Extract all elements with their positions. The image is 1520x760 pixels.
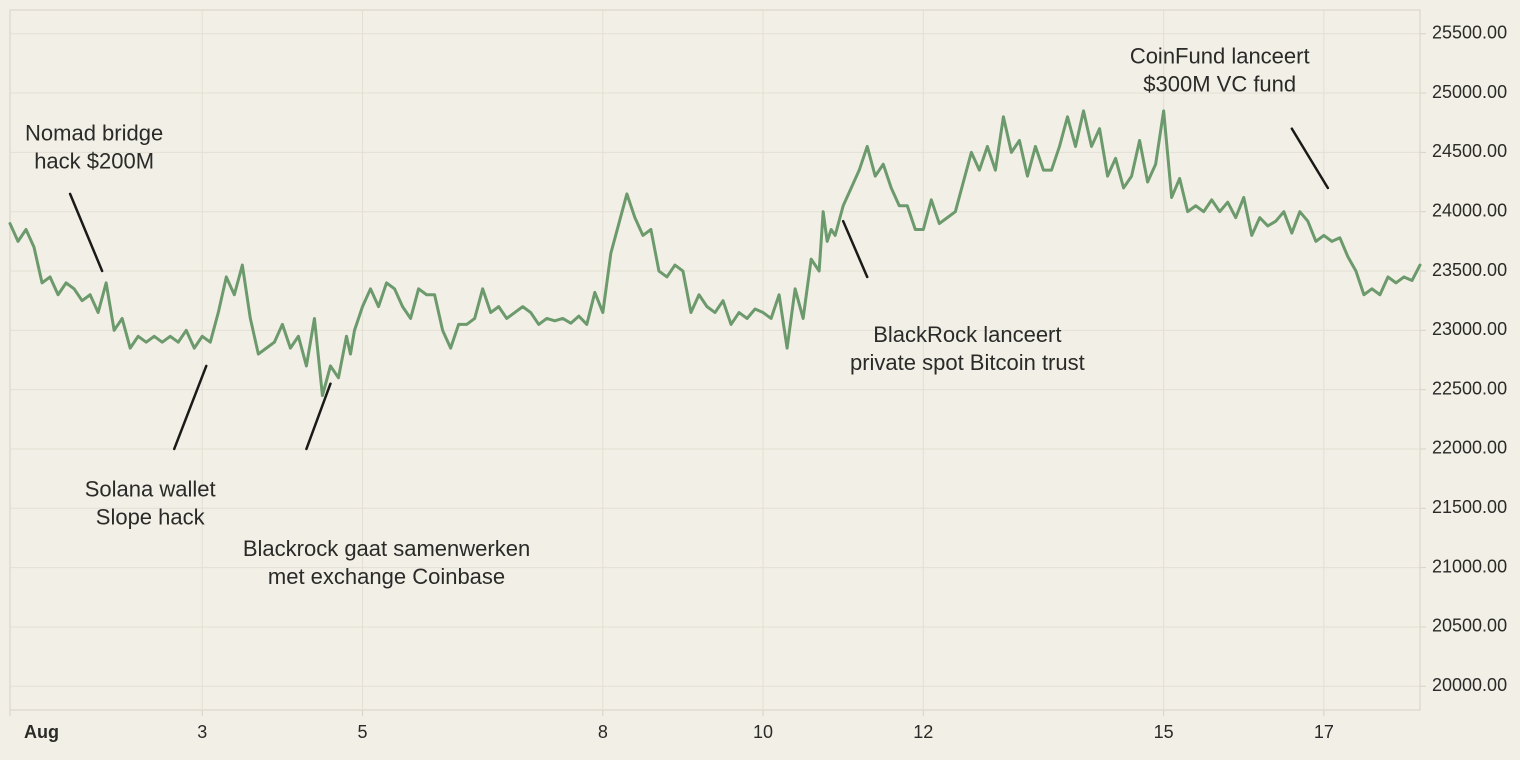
price-chart: 20000.00 20500.00 21000.00 21500.00 22000.00… <box>0 0 1520 760</box>
xtick-label: 17 <box>1314 722 1334 742</box>
ytick-label: 21500.00 <box>1432 497 1507 517</box>
annotation-text-line: $300M VC fund <box>1143 71 1296 96</box>
ytick-label: 25500.00 <box>1432 22 1507 42</box>
ytick-label: 20500.00 <box>1432 616 1507 636</box>
xtick-label: 10 <box>753 722 773 742</box>
annotation-text-line: BlackRock lanceert <box>873 322 1061 347</box>
annotation-text-line: CoinFund lanceert <box>1130 43 1310 68</box>
ytick-label: 20000.00 <box>1432 675 1507 695</box>
annotation-text-line: Blackrock gaat samenwerken <box>243 536 530 561</box>
ytick-label: 23000.00 <box>1432 319 1507 339</box>
annotation-text-line: private spot Bitcoin trust <box>850 350 1085 375</box>
annotation-text-line: Slope hack <box>96 504 206 529</box>
chart-background <box>0 0 1520 760</box>
xtick-label: 15 <box>1154 722 1174 742</box>
ytick-label: 21000.00 <box>1432 556 1507 576</box>
ytick-label: 23500.00 <box>1432 260 1507 280</box>
xtick-label: 8 <box>598 722 608 742</box>
xtick-label: 3 <box>197 722 207 742</box>
chart-svg: 20000.00 20500.00 21000.00 21500.00 22000.00… <box>0 0 1520 760</box>
annotation-text-line: Nomad bridge <box>25 121 163 146</box>
annotation-text-line: hack $200M <box>34 149 154 174</box>
xtick-label: 12 <box>913 722 933 742</box>
ytick-label: 22500.00 <box>1432 378 1507 398</box>
xtick-label: 5 <box>357 722 367 742</box>
xaxis-month-label: Aug <box>24 722 59 742</box>
ytick-label: 25000.00 <box>1432 82 1507 102</box>
annotation-text-line: Solana wallet <box>85 476 216 501</box>
ytick-label: 22000.00 <box>1432 438 1507 458</box>
ytick-label: 24000.00 <box>1432 200 1507 220</box>
ytick-label: 24500.00 <box>1432 141 1507 161</box>
annotation-text-line: met exchange Coinbase <box>268 564 505 589</box>
